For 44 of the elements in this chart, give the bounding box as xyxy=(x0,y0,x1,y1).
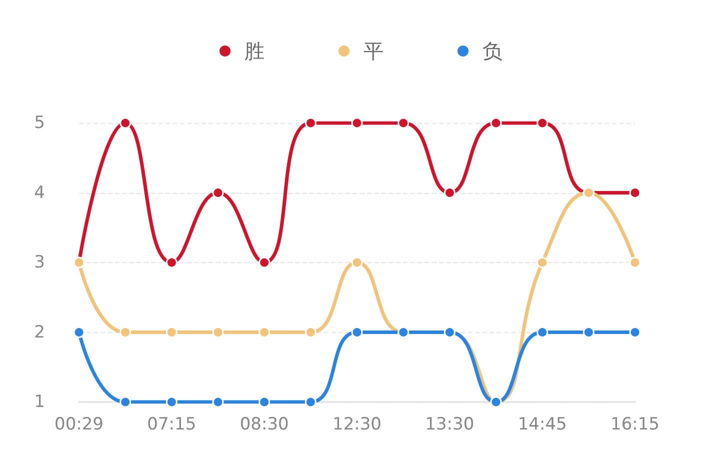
point xyxy=(166,326,178,338)
point xyxy=(212,396,224,408)
x-tick-label: 07:15 xyxy=(147,414,196,434)
point xyxy=(629,187,641,198)
point xyxy=(351,117,363,129)
point xyxy=(258,256,270,268)
point xyxy=(536,117,548,129)
legend-label: 平 xyxy=(364,39,384,63)
point xyxy=(351,256,363,268)
point xyxy=(212,187,224,198)
point xyxy=(120,117,132,129)
point xyxy=(120,396,132,408)
point xyxy=(73,326,85,338)
y-tick-label: 4 xyxy=(34,182,45,203)
x-tick-label: 13:30 xyxy=(425,414,474,434)
y-tick-label: 5 xyxy=(34,113,45,133)
point xyxy=(582,326,594,338)
x-tick-label: 16:15 xyxy=(610,414,660,434)
point xyxy=(536,326,548,338)
x-tick-label: 12:30 xyxy=(332,414,382,434)
x-tick-label: 14:45 xyxy=(518,414,567,434)
point xyxy=(536,256,548,268)
legend-label: 负 xyxy=(482,39,502,63)
point xyxy=(258,326,270,338)
y-tick-label: 3 xyxy=(34,252,45,272)
point xyxy=(166,396,178,408)
point xyxy=(629,326,641,338)
legend-label: 胜 xyxy=(244,39,264,63)
point xyxy=(166,256,178,268)
y-tick-label: 1 xyxy=(34,392,45,412)
point xyxy=(490,117,502,129)
point xyxy=(120,326,132,338)
point xyxy=(304,326,316,338)
point xyxy=(304,117,316,129)
x-tick-label: 08:30 xyxy=(240,414,289,434)
point xyxy=(398,117,410,129)
point xyxy=(444,187,456,198)
x-tick-label: 00:29 xyxy=(54,414,104,434)
point xyxy=(212,326,224,338)
point xyxy=(629,256,641,268)
y-tick-label: 2 xyxy=(34,322,45,342)
point xyxy=(304,396,316,408)
point xyxy=(351,326,363,338)
point xyxy=(258,396,270,408)
